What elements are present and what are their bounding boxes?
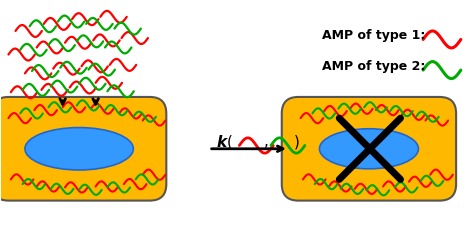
Text: AMP of type 2:: AMP of type 2: bbox=[322, 60, 425, 73]
FancyBboxPatch shape bbox=[282, 97, 456, 201]
Text: $\boldsymbol{k}($: $\boldsymbol{k}($ bbox=[216, 133, 233, 151]
Text: AMP of type 1:: AMP of type 1: bbox=[322, 29, 425, 42]
Ellipse shape bbox=[25, 127, 133, 170]
FancyBboxPatch shape bbox=[0, 97, 166, 201]
Text: ): ) bbox=[293, 134, 300, 149]
Text: ,: , bbox=[264, 134, 269, 149]
Ellipse shape bbox=[319, 129, 419, 169]
